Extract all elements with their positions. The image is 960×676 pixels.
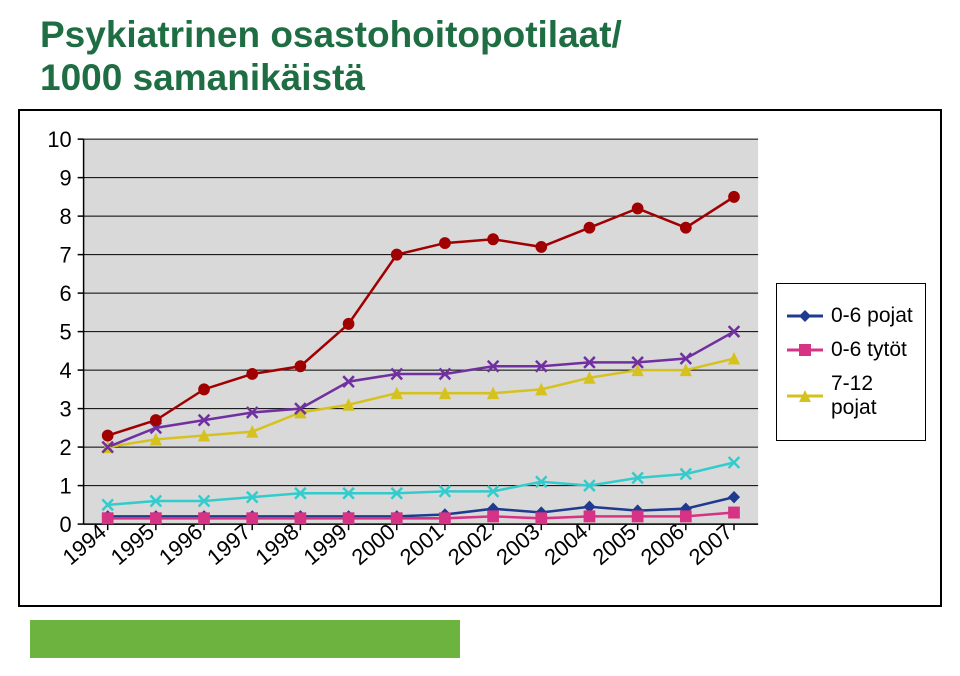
svg-text:4: 4	[60, 358, 72, 383]
legend-label: 0-6 tytöt	[831, 338, 907, 362]
svg-text:2003: 2003	[491, 519, 544, 570]
line-chart: 0123456789101994199519961997199819992000…	[34, 129, 768, 595]
svg-text:0: 0	[60, 512, 72, 537]
footer-bar	[30, 620, 460, 658]
svg-text:1: 1	[60, 474, 72, 499]
svg-text:1998: 1998	[251, 519, 304, 570]
title-line-1: Psykiatrinen osastohoitopotilaat/	[40, 14, 622, 55]
legend-item: 0-6 pojat	[787, 304, 915, 328]
svg-text:2006: 2006	[636, 519, 689, 570]
svg-text:8: 8	[60, 204, 72, 229]
svg-text:1995: 1995	[106, 519, 159, 570]
legend-item: 0-6 tytöt	[787, 338, 915, 362]
svg-text:10: 10	[47, 129, 71, 152]
svg-text:1999: 1999	[299, 519, 352, 570]
svg-text:1996: 1996	[154, 519, 207, 570]
svg-text:3: 3	[60, 397, 72, 422]
svg-text:2: 2	[60, 435, 72, 460]
legend-label: 0-6 pojat	[831, 304, 913, 328]
svg-text:5: 5	[60, 320, 72, 345]
svg-text:2000: 2000	[347, 519, 400, 570]
svg-text:6: 6	[60, 281, 72, 306]
svg-text:9: 9	[60, 166, 72, 191]
svg-text:2001: 2001	[395, 519, 448, 570]
legend-label: 7-12 pojat	[831, 372, 915, 420]
svg-text:2004: 2004	[540, 519, 593, 570]
svg-text:2002: 2002	[443, 519, 496, 570]
svg-text:1997: 1997	[202, 519, 255, 570]
chart-frame: 0123456789101994199519961997199819992000…	[18, 109, 942, 607]
page-title: Psykiatrinen osastohoitopotilaat/ 1000 s…	[0, 0, 960, 109]
svg-text:2005: 2005	[588, 519, 641, 570]
svg-text:2007: 2007	[684, 519, 737, 570]
svg-text:7: 7	[60, 243, 72, 268]
legend-item: 7-12 pojat	[787, 372, 915, 420]
title-line-2: 1000 samanikäistä	[40, 57, 365, 98]
legend: 0-6 pojat 0-6 tytöt 7-12 pojat	[768, 129, 926, 595]
